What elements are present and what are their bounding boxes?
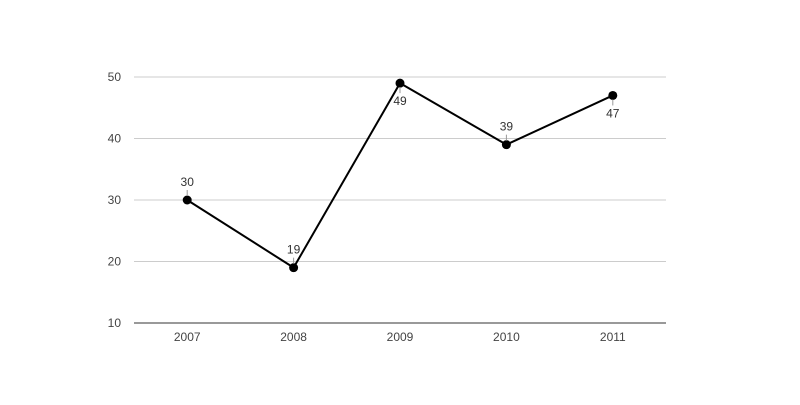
y-tick-label: 30 <box>108 193 122 207</box>
x-tick-label: 2011 <box>600 330 626 344</box>
data-label: 30 <box>181 175 195 189</box>
data-point <box>395 78 405 88</box>
axes: 10 20 30 40 50 2007 2008 2009 2010 2011 <box>108 70 666 344</box>
data-label: 39 <box>500 120 514 134</box>
data-point <box>289 263 299 273</box>
data-point <box>182 195 192 205</box>
x-tick-label: 2007 <box>174 330 201 344</box>
data-labels: 30 19 49 39 47 <box>181 87 620 264</box>
data-label: 19 <box>287 243 301 257</box>
x-tick-label: 2008 <box>280 330 307 344</box>
y-tick-label: 10 <box>108 316 122 330</box>
x-tick-label: 2010 <box>493 330 520 344</box>
gridlines <box>134 76 666 262</box>
data-point <box>501 140 511 150</box>
data-point <box>608 90 618 100</box>
y-tick-label: 40 <box>108 132 122 146</box>
series-line <box>186 82 614 269</box>
y-tick-label: 50 <box>108 70 122 84</box>
series <box>182 78 618 273</box>
data-label: 47 <box>606 106 620 120</box>
data-label: 49 <box>393 94 407 108</box>
x-tick-label: 2009 <box>387 330 414 344</box>
y-tick-label: 20 <box>108 255 122 269</box>
